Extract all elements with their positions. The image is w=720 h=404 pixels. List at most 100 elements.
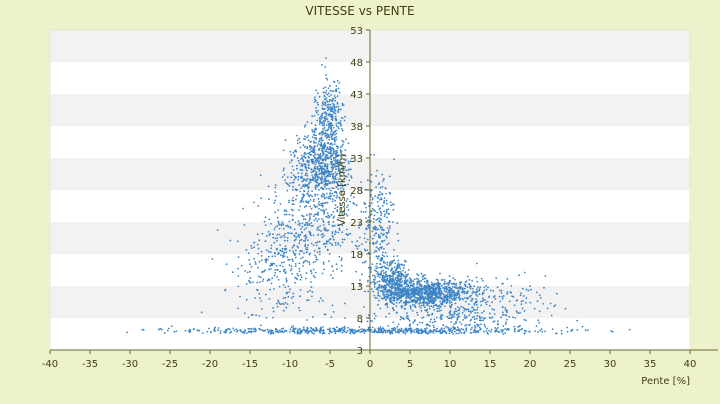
data-point bbox=[264, 329, 267, 332]
data-point bbox=[440, 318, 443, 321]
data-point bbox=[328, 195, 330, 198]
data-point bbox=[423, 280, 426, 283]
data-point bbox=[340, 183, 342, 185]
data-point bbox=[446, 294, 448, 297]
data-point bbox=[214, 330, 216, 332]
data-point bbox=[332, 238, 335, 241]
data-point bbox=[315, 89, 318, 92]
data-point bbox=[335, 168, 337, 171]
data-point bbox=[412, 321, 414, 324]
data-point bbox=[478, 288, 481, 291]
data-point bbox=[335, 122, 338, 125]
data-point bbox=[367, 252, 370, 254]
data-point bbox=[525, 297, 528, 300]
data-point bbox=[345, 233, 348, 236]
data-point bbox=[405, 317, 408, 319]
data-point bbox=[305, 205, 307, 208]
data-point bbox=[282, 254, 284, 257]
data-point bbox=[323, 142, 326, 145]
data-point bbox=[512, 316, 514, 319]
y-tick-label: 8 bbox=[357, 314, 363, 325]
data-point bbox=[306, 192, 308, 195]
data-point bbox=[529, 285, 531, 288]
data-point bbox=[252, 328, 255, 331]
data-point bbox=[284, 209, 286, 212]
data-point bbox=[336, 172, 339, 175]
data-point bbox=[307, 330, 310, 333]
data-point bbox=[455, 282, 458, 285]
data-point bbox=[284, 296, 287, 299]
data-point bbox=[468, 283, 470, 285]
data-point bbox=[335, 263, 338, 266]
data-point bbox=[474, 312, 477, 314]
data-point bbox=[455, 310, 458, 313]
data-point bbox=[325, 115, 327, 118]
data-point bbox=[506, 293, 508, 295]
y-tick-label: 33 bbox=[350, 154, 363, 165]
data-point bbox=[418, 292, 420, 295]
data-point bbox=[385, 290, 387, 292]
data-point bbox=[282, 331, 285, 333]
data-point bbox=[389, 281, 392, 283]
data-point bbox=[313, 173, 316, 176]
data-point bbox=[392, 329, 394, 332]
data-point bbox=[342, 140, 345, 143]
data-point bbox=[314, 177, 316, 179]
data-point bbox=[317, 177, 320, 180]
data-point bbox=[297, 223, 300, 226]
data-point bbox=[300, 201, 303, 203]
data-point bbox=[298, 306, 300, 309]
data-point bbox=[329, 103, 332, 106]
data-point bbox=[325, 175, 328, 178]
data-point bbox=[407, 292, 409, 295]
data-point bbox=[473, 302, 476, 305]
data-point bbox=[566, 330, 569, 333]
data-point bbox=[310, 122, 313, 124]
data-point bbox=[277, 221, 280, 224]
data-point bbox=[435, 287, 438, 290]
data-point bbox=[322, 121, 325, 123]
data-point bbox=[278, 285, 281, 288]
data-point bbox=[505, 318, 508, 321]
data-point bbox=[350, 157, 353, 160]
data-point bbox=[318, 121, 321, 123]
data-point bbox=[412, 290, 415, 293]
y-tick-label: 48 bbox=[350, 58, 363, 69]
data-point bbox=[274, 191, 277, 194]
data-point bbox=[346, 206, 348, 209]
data-point bbox=[323, 174, 326, 176]
data-point bbox=[403, 331, 406, 333]
data-point bbox=[388, 329, 390, 331]
data-point bbox=[310, 286, 313, 289]
data-point bbox=[323, 133, 325, 135]
data-point bbox=[459, 286, 462, 289]
data-point bbox=[423, 286, 425, 288]
data-point bbox=[359, 279, 361, 281]
data-point bbox=[396, 325, 399, 328]
data-point bbox=[434, 320, 436, 323]
data-point bbox=[338, 327, 341, 330]
data-point bbox=[325, 208, 328, 211]
data-point bbox=[300, 238, 303, 241]
data-point bbox=[406, 301, 409, 303]
data-point bbox=[224, 289, 226, 292]
data-point bbox=[430, 305, 433, 308]
data-point bbox=[289, 331, 291, 333]
data-point bbox=[518, 329, 521, 332]
data-point bbox=[411, 284, 414, 287]
data-point bbox=[407, 285, 410, 288]
data-point bbox=[366, 238, 369, 241]
data-point bbox=[311, 161, 313, 164]
data-point bbox=[471, 326, 473, 329]
data-point bbox=[263, 270, 266, 273]
data-point bbox=[471, 298, 474, 300]
data-point bbox=[481, 293, 484, 296]
data-point bbox=[383, 255, 385, 258]
data-point bbox=[560, 329, 563, 332]
data-point bbox=[313, 204, 316, 207]
data-point bbox=[370, 193, 372, 196]
data-point bbox=[499, 300, 502, 303]
data-point bbox=[282, 309, 285, 312]
data-point bbox=[312, 179, 315, 182]
data-point bbox=[391, 286, 394, 288]
